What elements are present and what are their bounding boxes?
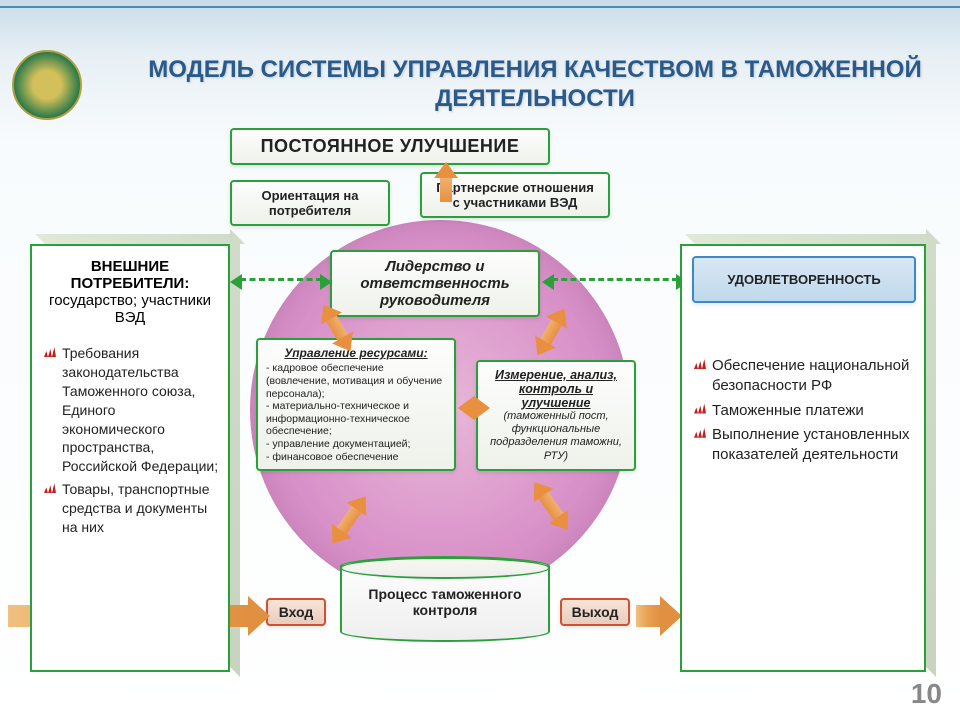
resources-items: - кадровое обеспечение (вовлечение, моти…: [266, 362, 446, 463]
input-label: Вход: [266, 598, 326, 626]
list-item: Требования законодательства Таможенного …: [40, 344, 220, 476]
left-bullet-list: Требования законодательства Таможенного …: [40, 344, 220, 537]
page-title: МОДЕЛЬ СИСТЕМЫ УПРАВЛЕНИЯ КАЧЕСТВОМ В ТА…: [130, 56, 940, 114]
list-item: Таможенные платежи: [690, 401, 916, 421]
right-bullet-list: Обеспечение национальной безопасности РФ…: [690, 356, 916, 465]
big-arrow-output-icon: [636, 596, 682, 636]
box-satisfaction: УДОВЛЕТВОРЕННОСТЬ: [692, 256, 916, 303]
list-item: Выполнение установленных показателей дея…: [690, 425, 916, 466]
box-improvement: ПОСТОЯННОЕ УЛУЧШЕНИЕ: [230, 128, 550, 165]
dashed-arrow-left: [240, 278, 322, 281]
measurement-title: Измерение, анализ, контроль и улучшение: [488, 368, 624, 410]
dashed-arrow-right: [552, 278, 678, 281]
box-measurement: Измерение, анализ, контроль и улучшение …: [476, 360, 636, 471]
arrow-mid-icon: [458, 396, 490, 420]
box-leadership: Лидерство и ответственность руководителя: [330, 250, 540, 317]
list-item: Обеспечение национальной безопасности РФ: [690, 356, 916, 397]
left-panel: ВНЕШНИЕ ПОТРЕБИТЕЛИ: государство; участн…: [30, 244, 230, 672]
arrow-up-icon: [434, 162, 458, 202]
top-divider: [0, 6, 960, 8]
box-orientation: Ориентация на потребителя: [230, 180, 390, 226]
right-panel: Обеспечение национальной безопасности РФ…: [680, 244, 926, 672]
box-resources: Управление ресурсами: - кадровое обеспеч…: [256, 338, 456, 471]
measurement-sub: (таможенный пост, функциональные подразд…: [488, 410, 624, 463]
process-label: Процесс таможенного контроля: [342, 580, 548, 618]
left-panel-subheading: государство; участники ВЭД: [40, 292, 220, 326]
output-label: Выход: [560, 598, 630, 626]
list-item: Товары, транспортные средства и документ…: [40, 480, 220, 537]
process-cylinder: Процесс таможенного контроля: [340, 556, 550, 642]
slide-number: 10: [911, 678, 942, 710]
emblem-icon: [12, 50, 82, 120]
left-panel-heading: ВНЕШНИЕ ПОТРЕБИТЕЛИ:: [40, 258, 220, 292]
